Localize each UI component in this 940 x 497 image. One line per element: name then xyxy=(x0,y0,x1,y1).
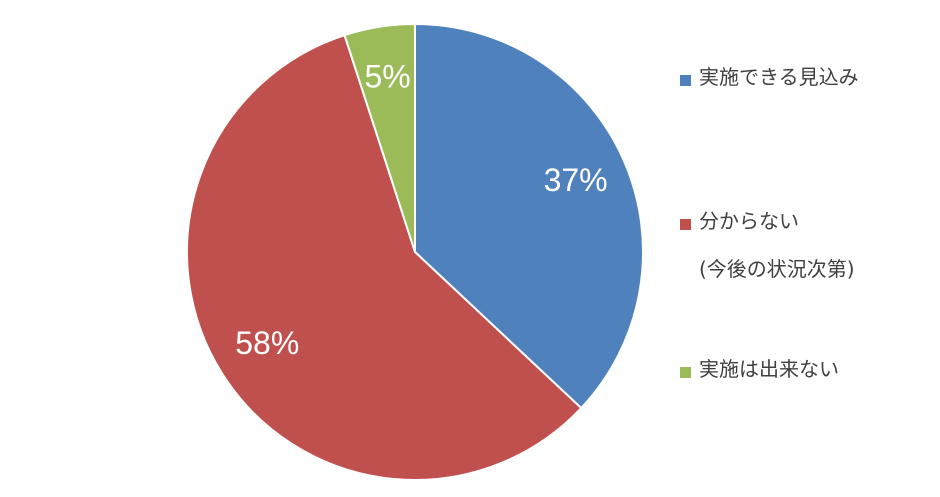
legend-label: 分からない (今後の状況次第) xyxy=(699,209,855,281)
legend-swatch xyxy=(680,75,691,86)
legend-label: 実施は出来ない xyxy=(699,357,839,381)
legend-label: 実施できる見込み xyxy=(699,65,859,89)
legend-entry: 分からない (今後の状況次第) xyxy=(680,209,855,293)
data-label: 58% xyxy=(235,325,299,361)
legend-entry: 実施できる見込み xyxy=(680,65,859,101)
legend-entry: 実施は出来ない xyxy=(680,357,839,393)
pie-slice xyxy=(186,33,583,481)
pie-slice xyxy=(343,22,416,253)
data-label: 5% xyxy=(364,59,410,95)
legend-swatch xyxy=(680,219,691,230)
pie-slice xyxy=(414,22,644,410)
data-label: 37% xyxy=(544,162,608,198)
legend-swatch xyxy=(680,367,691,378)
